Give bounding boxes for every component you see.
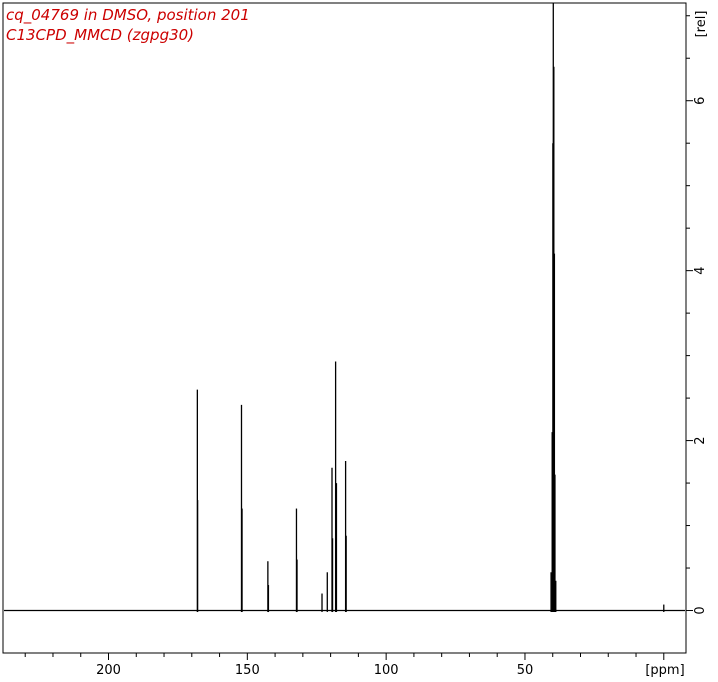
plot-frame bbox=[2, 2, 687, 654]
spectrum-subtitle: C13CPD_MMCD (zgpg30) bbox=[6, 26, 195, 44]
spectrum-title: cq_04769 in DMSO, position 201 bbox=[6, 6, 250, 24]
y-tick-label: 0 bbox=[693, 606, 708, 614]
y-axis-label: [rel] bbox=[694, 11, 709, 38]
x-tick-label: 50 bbox=[517, 663, 534, 678]
y-tick-label: 2 bbox=[693, 436, 708, 444]
x-tick-label: 100 bbox=[374, 663, 399, 678]
x-tick-label: 200 bbox=[96, 663, 121, 678]
y-tick-label: 4 bbox=[693, 267, 708, 275]
x-tick-label: 150 bbox=[235, 663, 260, 678]
x-axis-label: [ppm] bbox=[645, 663, 684, 678]
y-tick-label: 6 bbox=[693, 97, 708, 105]
